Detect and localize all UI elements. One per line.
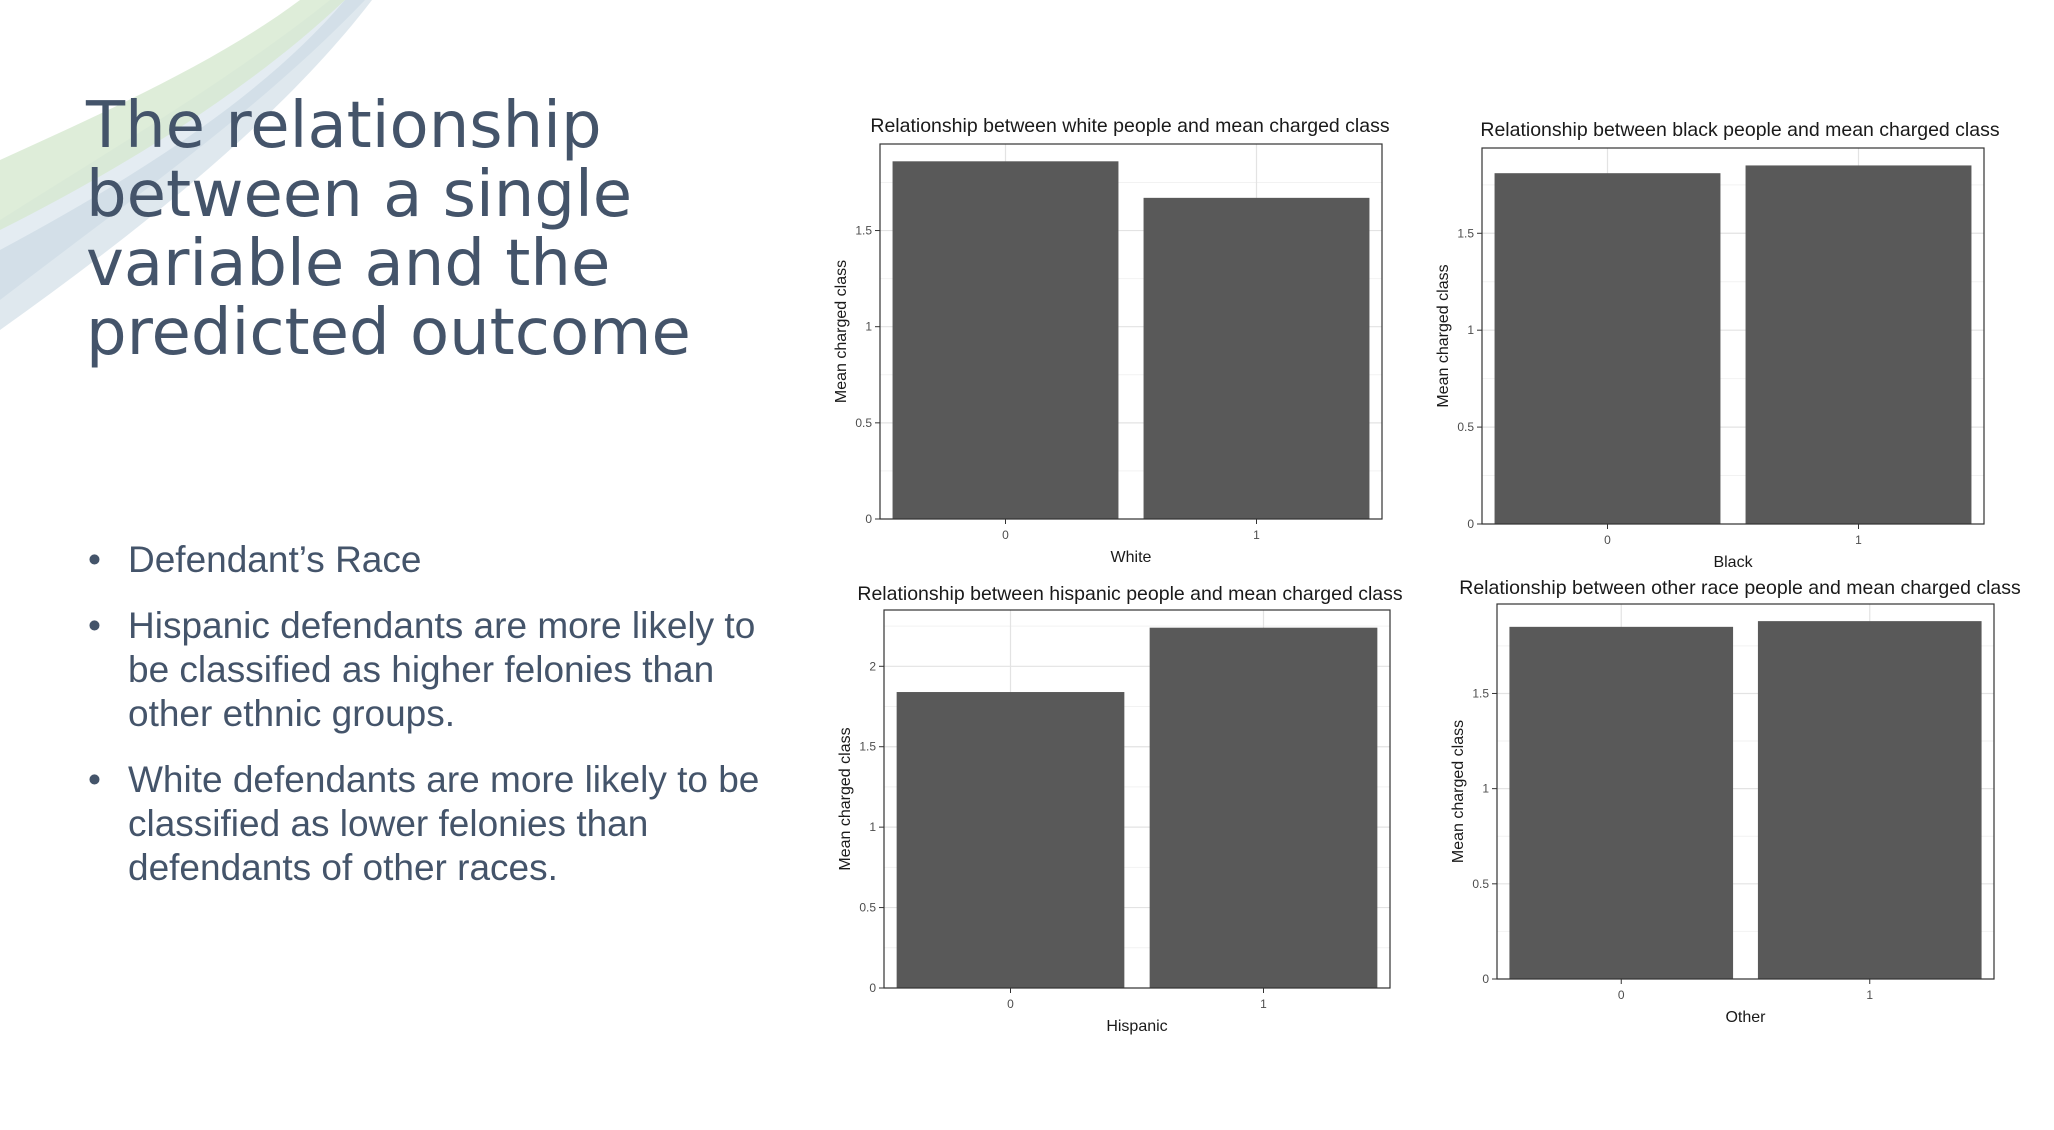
x-tick-label: 1 <box>1855 533 1862 547</box>
y-tick-label: 0.5 <box>855 416 872 430</box>
y-tick-label: 0 <box>1482 972 1489 986</box>
chart-title: Relationship between other race people a… <box>1459 577 2021 599</box>
y-tick-label: 1 <box>1482 782 1489 796</box>
chart-svg: Relationship between black people and me… <box>1435 119 2000 571</box>
bullet-list: • Defendant’s Race • Hispanic defendants a… <box>86 538 806 912</box>
y-tick-label: 0.5 <box>859 901 876 915</box>
bar-0 <box>892 161 1119 520</box>
bar-1 <box>1745 165 1972 524</box>
x-axis-label: Other <box>1725 1009 1766 1026</box>
chart-black: Relationship between black people and me… <box>1430 116 2050 576</box>
chart-other: Relationship between other race people a… <box>1430 574 2050 1044</box>
x-tick-label: 1 <box>1866 988 1873 1002</box>
swoosh-blue-dark <box>0 0 372 330</box>
bullet-dot: • <box>88 759 101 800</box>
y-tick-label: 1 <box>865 320 872 334</box>
y-tick-label: 0 <box>1467 517 1474 531</box>
chart-white: Relationship between white people and me… <box>830 112 1430 572</box>
panel-border <box>1496 603 1995 980</box>
y-tick-label: 0.5 <box>1472 877 1489 891</box>
bar-0 <box>1509 626 1734 979</box>
decorative-swoosh <box>0 0 372 330</box>
y-tick-label: 0 <box>869 981 876 995</box>
bullet-text: Hispanic defendants are more likely to b… <box>128 605 756 734</box>
chart-title: Relationship between black people and me… <box>1480 119 2000 141</box>
y-tick-label: 1.5 <box>855 224 872 238</box>
bullet-dot: • <box>88 605 101 646</box>
x-tick-label: 1 <box>1260 997 1267 1011</box>
bar-1 <box>1149 627 1378 988</box>
bar-1 <box>1143 197 1370 519</box>
x-tick-label: 0 <box>1007 997 1014 1011</box>
y-tick-label: 1.5 <box>1472 686 1489 700</box>
panel-border <box>883 609 1391 989</box>
y-tick-label: 1 <box>869 820 876 834</box>
x-tick-label: 0 <box>1618 988 1625 1002</box>
chart-svg: Relationship between other race people a… <box>1450 577 2021 1026</box>
slide-title: The relationship between a single variab… <box>86 89 691 370</box>
y-tick-label: 1.5 <box>1457 226 1474 240</box>
x-tick-label: 1 <box>1253 528 1260 542</box>
swoosh-green <box>0 0 345 230</box>
y-tick-label: 1 <box>1467 323 1474 337</box>
x-axis-label: Hispanic <box>1106 1018 1167 1035</box>
bullet-text: Defendant’s Race <box>128 539 422 580</box>
y-tick-label: 1.5 <box>859 740 876 754</box>
bullet-item: • Hispanic defendants are more likely to … <box>86 604 806 736</box>
y-axis-label: Mean charged class <box>1450 720 1467 863</box>
chart-title: Relationship between hispanic people and… <box>857 583 1403 605</box>
y-axis-label: Mean charged class <box>837 727 854 870</box>
chart-svg: Relationship between hispanic people and… <box>837 583 1403 1035</box>
x-tick-label: 0 <box>1002 528 1009 542</box>
y-axis-label: Mean charged class <box>1435 264 1452 407</box>
chart-title: Relationship between white people and me… <box>870 115 1390 137</box>
y-axis-label: Mean charged class <box>833 260 850 403</box>
x-tick-label: 0 <box>1604 533 1611 547</box>
panel-border <box>879 143 1383 520</box>
bar-0 <box>1494 173 1721 525</box>
x-axis-label: White <box>1111 549 1152 566</box>
bullet-item: • White defendants are more likely to be … <box>86 758 806 890</box>
bullet-text: White defendants are more likely to be c… <box>128 759 760 888</box>
bar-1 <box>1757 621 1982 979</box>
y-tick-label: 0 <box>865 512 872 526</box>
panel-border <box>1481 147 1985 525</box>
y-tick-label: 2 <box>869 659 876 673</box>
x-axis-label: Black <box>1713 554 1753 571</box>
y-tick-label: 0.5 <box>1457 420 1474 434</box>
chart-hispanic: Relationship between hispanic people and… <box>830 580 1430 1050</box>
chart-svg: Relationship between white people and me… <box>833 115 1390 566</box>
bullet-item: • Defendant’s Race <box>86 538 806 582</box>
bar-0 <box>896 692 1125 988</box>
bullet-dot: • <box>88 539 101 580</box>
